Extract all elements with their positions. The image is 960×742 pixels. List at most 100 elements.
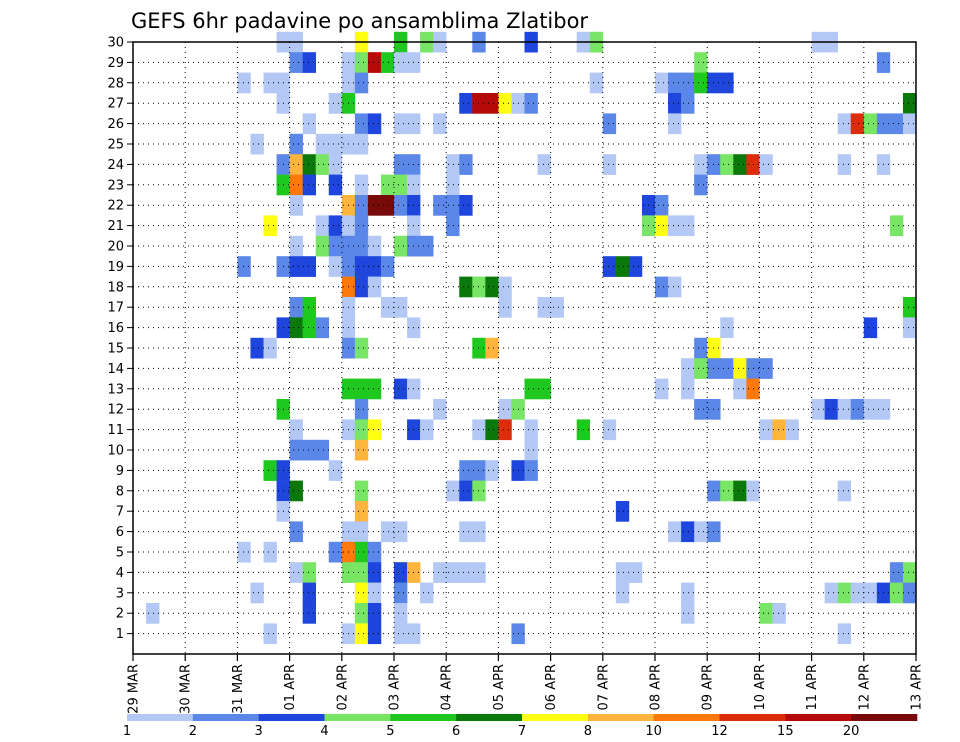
precip-cell <box>354 378 369 400</box>
precip-cell <box>863 113 878 135</box>
precip-cell <box>394 154 408 175</box>
y-tick-label: 7 <box>116 505 124 520</box>
x-tick-label: 01 APR <box>283 664 298 710</box>
precip-cell <box>354 521 369 543</box>
precip-cell <box>902 93 917 114</box>
precip-cell <box>589 72 604 94</box>
precip-cell <box>433 562 447 583</box>
precip-cell <box>394 603 408 624</box>
precip-cell <box>733 480 747 502</box>
precip-cell <box>367 603 382 624</box>
precip-cell <box>328 174 343 196</box>
precip-cell <box>681 521 695 543</box>
precip-cell <box>394 195 408 216</box>
precip-cell <box>354 562 369 583</box>
y-tick-label: 2 <box>116 607 124 622</box>
precip-cell <box>354 195 369 216</box>
y-tick-label: 10 <box>107 444 124 459</box>
precip-cell <box>602 113 617 135</box>
precip-cell <box>263 623 277 645</box>
precip-cell <box>902 582 917 604</box>
precip-cell <box>380 52 395 73</box>
precip-cell <box>354 501 369 522</box>
precip-cell <box>315 154 330 175</box>
precip-cell <box>889 113 904 135</box>
precip-cell <box>315 215 330 237</box>
precip-cell <box>720 358 734 379</box>
y-tick-label: 11 <box>107 423 124 438</box>
y-tick-label: 16 <box>107 321 124 336</box>
precip-cell <box>668 113 682 135</box>
precip-cell <box>394 582 408 604</box>
precip-cell <box>394 378 408 400</box>
precip-cell <box>446 480 460 502</box>
y-tick-label: 4 <box>116 566 124 581</box>
precip-cell <box>146 603 160 624</box>
precip-cell <box>302 174 316 196</box>
precip-cell <box>263 337 277 359</box>
precip-cell <box>889 562 904 583</box>
colorbar-label: 1 <box>123 724 131 739</box>
x-tick-label: 09 APR <box>701 664 716 710</box>
precip-cell <box>367 195 382 216</box>
precip-cell <box>902 113 917 135</box>
precip-cell <box>694 358 708 379</box>
colorbar-label: 15 <box>777 724 794 739</box>
colorbar-label: 3 <box>255 724 263 739</box>
precip-cell <box>354 623 369 645</box>
y-tick-label: 25 <box>107 138 124 153</box>
precip-cell <box>394 297 408 318</box>
precip-cell <box>302 52 316 73</box>
precip-cell <box>694 154 708 175</box>
precip-cell <box>889 215 904 237</box>
precip-cell <box>354 215 369 237</box>
precip-cell <box>433 399 447 420</box>
precip-cell <box>420 235 434 257</box>
precip-cell <box>289 195 303 216</box>
precip-cell <box>655 195 669 216</box>
precip-cell <box>655 215 669 237</box>
x-tick-label: 31 MAR <box>231 664 246 714</box>
precip-cell <box>498 276 512 298</box>
precip-cell <box>367 256 382 277</box>
precip-cell <box>694 72 708 94</box>
precip-cell <box>328 154 343 175</box>
y-tick-label: 26 <box>107 117 124 132</box>
y-tick-label: 6 <box>116 525 124 540</box>
precip-cell <box>824 399 838 420</box>
precip-cell <box>367 582 382 604</box>
precip-cell <box>446 195 460 216</box>
precip-cell <box>524 460 538 481</box>
precip-cell <box>615 256 630 277</box>
precip-cell <box>459 276 473 298</box>
precip-cell <box>354 133 369 155</box>
x-tick-label: 11 APR <box>805 664 820 710</box>
precip-cell <box>302 297 316 318</box>
precip-cell <box>720 317 734 339</box>
colorbar-swatch <box>522 714 589 721</box>
precip-cell <box>367 562 382 583</box>
precip-cell <box>694 399 708 420</box>
precip-cell <box>655 276 669 298</box>
precip-cell <box>380 256 395 277</box>
y-tick-label: 8 <box>116 484 124 499</box>
precip-cell <box>889 582 904 604</box>
y-tick-label: 19 <box>107 260 124 275</box>
precip-cell <box>485 276 499 298</box>
precip-cell <box>772 419 786 441</box>
precip-cell <box>328 133 343 155</box>
precip-cell <box>681 582 695 604</box>
precip-cell <box>394 52 408 73</box>
precip-cell <box>615 562 630 583</box>
precip-cell <box>537 297 551 318</box>
precip-cell <box>550 297 564 318</box>
precip-cell <box>354 52 369 73</box>
precip-cell <box>863 317 878 339</box>
precip-cell <box>354 72 369 94</box>
precip-cell <box>681 215 695 237</box>
precip-cell <box>394 174 408 196</box>
precip-cell <box>263 541 277 563</box>
precip-cell <box>733 378 747 400</box>
precip-cell <box>237 72 251 94</box>
precip-cell <box>863 582 878 604</box>
